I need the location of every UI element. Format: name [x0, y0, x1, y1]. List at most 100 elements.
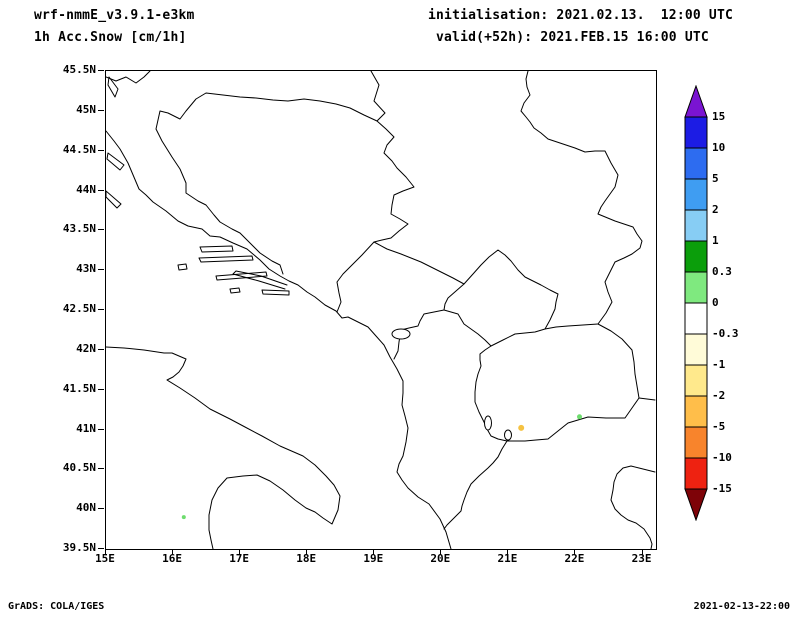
snow-spot [181, 515, 186, 520]
lake-prespa [504, 429, 512, 441]
lon-tick [239, 549, 240, 555]
lat-tick-label: 45N [76, 102, 96, 116]
coastline-greece-thermaic [610, 465, 656, 549]
colorbar-tick-label: 0.3 [712, 265, 732, 278]
border-croatia-bosnia [155, 71, 386, 275]
lat-tick-label: 40.5N [62, 461, 96, 475]
colorbar-segment [684, 147, 708, 180]
balkans-map [106, 71, 656, 549]
lon-tick [172, 549, 173, 555]
lon-tick [642, 549, 643, 555]
lat-tick [98, 389, 104, 390]
colorbar-segment [684, 302, 708, 335]
lon-tick-label: 19E [363, 552, 384, 565]
colorbar [684, 84, 708, 522]
colorbar-svg [684, 84, 708, 522]
border-montenegro-east [373, 241, 465, 360]
colorbar-arrow-bottom [684, 488, 708, 522]
snow-spot [577, 414, 582, 420]
lat-tick [98, 468, 104, 469]
lon-tick-label: 22E [564, 552, 585, 565]
lat-tick [98, 150, 104, 151]
colorbar-segment [684, 364, 708, 397]
map-frame [105, 70, 657, 550]
lat-tick [98, 508, 104, 509]
lon-tick [507, 549, 508, 555]
valid-time-label: valid(+52h): 2021.FEB.15 16:00 UTC [436, 30, 709, 45]
colorbar-tick-label: 0 [712, 296, 719, 309]
lat-tick-label: 39.5N [62, 541, 96, 554]
colorbar-segment [684, 333, 708, 366]
init-time-label: initialisation: 2021.02.13. 12:00 UTC [428, 8, 734, 23]
snow-accumulation-spots [181, 414, 582, 520]
coastline-east-adriatic [106, 130, 452, 549]
lat-tick [98, 429, 104, 430]
lon-tick-label: 16E [162, 552, 182, 565]
colorbar-tick-label: -2 [712, 389, 726, 402]
lat-tick-label: 41N [76, 421, 96, 435]
colorbar-segment [684, 426, 708, 459]
colorbar-segment [684, 271, 708, 304]
border-kosovo [443, 249, 559, 347]
lon-tick [574, 549, 575, 555]
colorbar-tick-label: 10 [712, 141, 726, 154]
lon-tick [373, 549, 374, 555]
colorbar-tick-label: -1 [712, 358, 726, 371]
snow-spot [518, 424, 525, 431]
lon-tick [105, 549, 106, 555]
lon-tick-label: 17E [229, 552, 250, 565]
border-serbia-macedonia [544, 323, 599, 330]
lat-tick-label: 40N [76, 501, 96, 515]
model-title: wrf-nmmE_v3.9.1-e3km [34, 8, 195, 23]
colorbar-segment [684, 395, 708, 428]
lon-tick-label: 20E [430, 552, 451, 565]
lon-tick-label: 23E [631, 552, 652, 565]
creation-timestamp: 2021-02-13-22:00 [693, 601, 790, 612]
lat-tick-label: 44N [76, 182, 96, 196]
lon-tick-label: 15E [95, 552, 115, 565]
colorbar-tick-label: -5 [712, 420, 726, 433]
grads-credit: GrADS: COLA/IGES [8, 601, 105, 612]
lat-tick-label: 42.5N [62, 302, 96, 315]
lat-tick-label: 42N [76, 341, 96, 355]
border-albania-macedonia [474, 345, 508, 442]
colorbar-segment [684, 178, 708, 211]
lat-tick [98, 229, 104, 230]
colorbar-segment [684, 116, 708, 149]
colorbar-tick-label: 2 [712, 203, 719, 216]
lat-tick-label: 43N [76, 262, 96, 276]
lat-tick [98, 309, 104, 310]
colorbar-tick-label: 5 [712, 172, 719, 185]
lon-tick-label: 18E [296, 552, 317, 565]
lat-tick-label: 44.5N [62, 142, 96, 156]
colorbar-tick-label: -10 [712, 451, 732, 464]
lat-tick [98, 349, 104, 350]
lon-tick [440, 549, 441, 555]
lon-tick [306, 549, 307, 555]
lat-tick [98, 548, 104, 549]
colorbar-tick-label: -15 [712, 482, 732, 495]
colorbar-tick-label: 1 [712, 234, 719, 247]
lat-tick-label: 43.5N [62, 222, 96, 236]
lat-tick-label: 45.5N [62, 63, 96, 76]
lon-tick-label: 21E [497, 552, 518, 565]
lat-tick [98, 269, 104, 270]
field-title: 1h Acc.Snow [cm/1h] [34, 30, 187, 45]
colorbar-arrow-top [684, 84, 708, 118]
border-bosnia-serbia-montenegro [336, 120, 415, 313]
border-macedonia-bulgaria [597, 323, 640, 399]
border-slovenia-croatia [106, 71, 151, 84]
colorbar-tick-label: -0.3 [712, 327, 739, 340]
islands-dalmatian [106, 76, 290, 296]
coastline-italy [106, 346, 341, 549]
colorbar-segment [684, 240, 708, 273]
lake-ohrid [484, 415, 492, 431]
lat-tick [98, 110, 104, 111]
lake-skadar [391, 328, 411, 340]
border-serbia-east [520, 71, 643, 325]
colorbar-tick-label: 15 [712, 110, 726, 123]
colorbar-segment [684, 209, 708, 242]
peninsula-peljesac [232, 270, 288, 290]
border-greece-north [443, 397, 656, 530]
colorbar-segment [684, 457, 708, 490]
